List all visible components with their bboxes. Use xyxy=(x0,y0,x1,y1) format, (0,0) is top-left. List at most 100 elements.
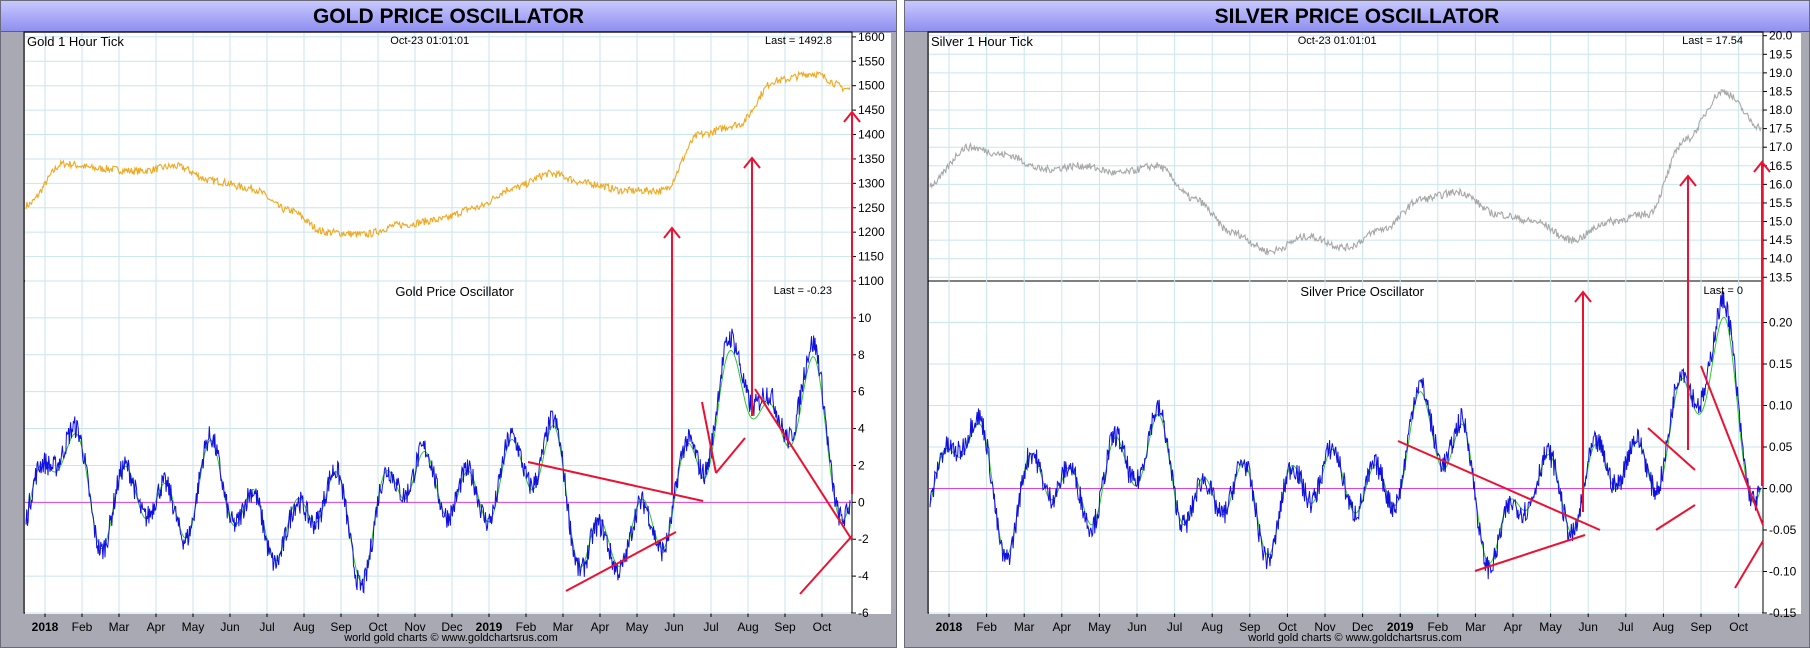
y-tick-label: 1500 xyxy=(858,79,885,93)
y-tick-label: 13.5 xyxy=(1769,270,1793,284)
x-tick-label-may: May xyxy=(182,620,205,634)
trend-line-annotation xyxy=(701,401,717,474)
arrow-head xyxy=(1753,160,1771,173)
y-tick-label: 0.00 xyxy=(1769,482,1793,496)
y-tick-label: 1550 xyxy=(858,54,885,68)
x-tick-label-aug: Aug xyxy=(737,620,758,634)
y-tick-label: 10 xyxy=(858,311,872,325)
y-tick-label: 0.10 xyxy=(1769,399,1793,413)
x-tick-label-mar: Mar xyxy=(109,620,130,634)
x-tick-label-aug: Aug xyxy=(1653,620,1674,634)
y-tick-label: -6 xyxy=(858,606,869,620)
x-tick-label-jul: Jul xyxy=(703,620,718,634)
x-tick-label-apr: Apr xyxy=(591,620,610,634)
arrow-head xyxy=(1679,174,1697,187)
x-tick-label-jul: Jul xyxy=(1167,620,1182,634)
x-tick-label-may: May xyxy=(626,620,649,634)
arrow-head xyxy=(663,226,681,239)
arrow-head xyxy=(743,156,761,169)
x-tick-label-apr: Apr xyxy=(147,620,166,634)
trend-line-annotation xyxy=(1734,540,1764,589)
x-tick-label-apr: Apr xyxy=(1052,620,1071,634)
x-tick-label-sep: Sep xyxy=(330,620,352,634)
x-tick-label-nov: Nov xyxy=(404,620,425,634)
y-tick-label: 8 xyxy=(858,348,865,362)
x-tick-label-feb: Feb xyxy=(1427,620,1448,634)
x-tick-label-mar: Mar xyxy=(1014,620,1035,634)
silver-credit: world gold charts © www.goldchartsrus.co… xyxy=(1248,632,1462,644)
x-tick-label-mar: Mar xyxy=(553,620,574,634)
x-tick-label-may: May xyxy=(1539,620,1562,634)
y-tick-label: 20.0 xyxy=(1769,29,1793,43)
y-tick-label: 1250 xyxy=(858,201,885,215)
top-pane-label: Silver 1 Hour Tick xyxy=(931,34,1033,49)
x-tick-label-feb: Feb xyxy=(976,620,997,634)
y-tick-label: 1450 xyxy=(858,103,885,117)
y-tick-label: -0.15 xyxy=(1769,606,1797,620)
x-tick-label-apr: Apr xyxy=(1504,620,1523,634)
trend-line-annotation xyxy=(1700,365,1764,526)
trend-line-annotation xyxy=(1474,534,1586,572)
trend-line-annotation xyxy=(799,535,853,595)
trend-line-annotation xyxy=(715,437,746,474)
y-tick-label: 19.0 xyxy=(1769,66,1793,80)
y-tick-label: -4 xyxy=(858,569,869,583)
x-tick-label-oct: Oct xyxy=(369,620,388,634)
x-tick-label-jun: Jun xyxy=(664,620,683,634)
y-tick-label: 18.5 xyxy=(1769,84,1793,98)
y-tick-label: 18.0 xyxy=(1769,103,1793,117)
top-last-value: Last = 17.54 xyxy=(1682,35,1743,47)
x-tick-label-2019: 2019 xyxy=(476,620,503,634)
y-tick-label: 1200 xyxy=(858,225,885,239)
oscillator-line xyxy=(929,291,1762,580)
trend-line-annotation xyxy=(754,388,853,541)
x-tick-label-oct: Oct xyxy=(1729,620,1748,634)
silver-plot-area xyxy=(929,33,1801,614)
y-tick-label: 2 xyxy=(858,458,865,472)
arrow-head xyxy=(1574,290,1592,303)
signal-line xyxy=(929,316,1762,564)
top-last-value: Last = 1492.8 xyxy=(765,35,832,47)
y-tick-label: 0.15 xyxy=(1769,357,1793,371)
gold-panel-title: GOLD PRICE OSCILLATOR xyxy=(1,1,896,32)
x-tick-label-aug: Aug xyxy=(1202,620,1223,634)
y-tick-label: 16.5 xyxy=(1769,159,1793,173)
y-tick-label: 14.0 xyxy=(1769,252,1793,266)
x-tick-label-jul: Jul xyxy=(259,620,274,634)
y-tick-label: -2 xyxy=(858,532,869,546)
x-tick-label-2019: 2019 xyxy=(1387,620,1414,634)
bottom-last-value: Last = 0 xyxy=(1704,285,1743,297)
x-tick-label-mar: Mar xyxy=(1465,620,1486,634)
x-tick-label-may: May xyxy=(1088,620,1111,634)
x-tick-label-nov: Nov xyxy=(1314,620,1335,634)
top-pane-label: Gold 1 Hour Tick xyxy=(27,34,124,49)
y-tick-label: 15.5 xyxy=(1769,196,1793,210)
y-tick-label: -0.05 xyxy=(1769,523,1797,537)
x-tick-label-2018: 2018 xyxy=(32,620,59,634)
y-tick-label: 1350 xyxy=(858,152,885,166)
y-tick-label: 0 xyxy=(858,495,865,509)
y-tick-label: 1100 xyxy=(858,274,884,288)
y-tick-label: 0.20 xyxy=(1769,316,1793,330)
y-tick-label: 19.5 xyxy=(1769,47,1793,61)
gold-credit: world gold charts © www.goldchartsrus.co… xyxy=(344,632,558,644)
silver-panel: SILVER PRICE OSCILLATOR world gold chart… xyxy=(904,0,1810,648)
y-tick-label: 15.0 xyxy=(1769,215,1793,229)
trend-line-annotation xyxy=(1647,427,1696,471)
x-tick-label-jul: Jul xyxy=(1618,620,1633,634)
x-tick-label-dec: Dec xyxy=(441,620,462,634)
x-tick-label-dec: Dec xyxy=(1352,620,1373,634)
x-tick-label-jun: Jun xyxy=(1579,620,1598,634)
y-tick-label: 1400 xyxy=(858,128,885,142)
price-series-line xyxy=(929,88,1762,257)
y-tick-label: 4 xyxy=(858,422,865,436)
date-label: Oct-23 01:01:01 xyxy=(1298,35,1377,47)
y-tick-label: 17.0 xyxy=(1769,140,1793,154)
x-tick-label-feb: Feb xyxy=(72,620,93,634)
plot-frame xyxy=(23,31,853,614)
x-tick-label-sep: Sep xyxy=(1239,620,1261,634)
x-tick-label-oct: Oct xyxy=(1278,620,1297,634)
y-tick-label: 16.0 xyxy=(1769,177,1793,191)
y-tick-label: -0.10 xyxy=(1769,565,1797,579)
